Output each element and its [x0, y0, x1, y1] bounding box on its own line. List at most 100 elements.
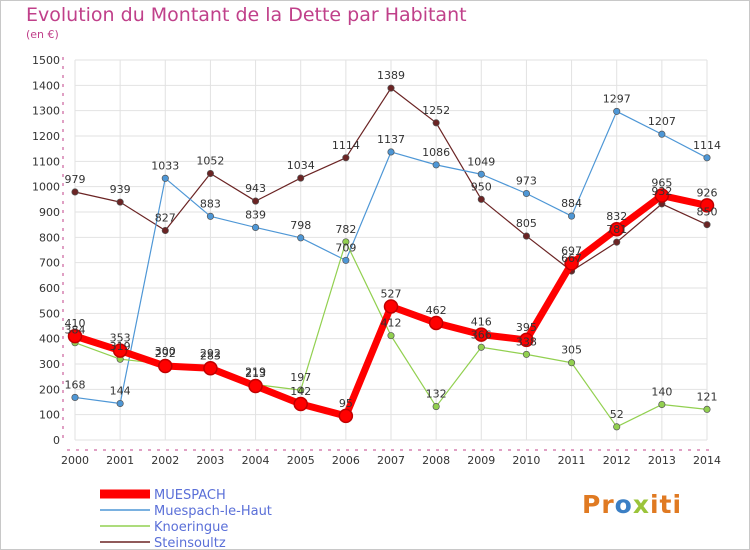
- data-point: [654, 188, 670, 203]
- data-label: 782: [335, 223, 356, 236]
- data-label: 213: [245, 367, 266, 380]
- data-point: [297, 234, 305, 242]
- data-label: 95: [339, 397, 353, 410]
- data-label: 1207: [648, 115, 676, 128]
- legend-label: Knoeringue: [154, 520, 228, 535]
- data-point: [161, 226, 169, 235]
- data-point: [658, 130, 666, 138]
- x-tick-label: 2007: [377, 454, 405, 467]
- data-point: [477, 170, 485, 178]
- data-point: [522, 189, 530, 198]
- x-tick-label: 2009: [467, 454, 495, 467]
- data-point: [342, 256, 350, 264]
- data-label: 1049: [467, 155, 495, 168]
- data-point: [158, 358, 173, 374]
- data-point: [519, 332, 534, 348]
- data-label: 1252: [422, 104, 450, 117]
- data-label: 1137: [377, 133, 405, 146]
- logo-part-3: x: [632, 490, 650, 519]
- chart-title: Evolution du Montant de la Dette par Hab…: [26, 4, 467, 26]
- data-label: 144: [110, 385, 131, 398]
- x-tick-label: 2008: [422, 454, 450, 467]
- data-point: [564, 256, 579, 271]
- data-point: [428, 315, 444, 331]
- data-label: 410: [65, 317, 86, 330]
- data-point: [252, 197, 260, 205]
- data-label: 939: [110, 183, 131, 196]
- data-label: 1052: [196, 154, 224, 167]
- data-point: [116, 399, 124, 408]
- y-tick-label: 600: [39, 282, 60, 295]
- data-point: [71, 188, 79, 196]
- data-point: [609, 221, 624, 237]
- series-layer: [67, 84, 715, 431]
- data-point: [522, 350, 530, 358]
- data-point: [338, 408, 354, 424]
- data-label: 52: [610, 408, 624, 421]
- logo-part-1: Pr: [582, 490, 615, 519]
- data-point: [387, 148, 395, 156]
- x-tick-label: 2012: [603, 454, 631, 467]
- data-label: 121: [697, 390, 718, 403]
- data-point: [297, 386, 305, 394]
- data-point: [432, 161, 440, 169]
- data-label: 932: [651, 185, 672, 198]
- data-point: [432, 403, 440, 411]
- x-tick-label: 2006: [332, 454, 360, 467]
- data-label: 395: [516, 321, 537, 334]
- x-tick-label: 2010: [512, 454, 540, 467]
- data-label: 1389: [377, 69, 405, 82]
- data-label: 973: [516, 175, 537, 188]
- data-label: 965: [651, 177, 672, 190]
- x-tick-label: 2002: [151, 454, 179, 467]
- data-point: [613, 238, 621, 246]
- y-tick-label: 800: [39, 231, 60, 244]
- x-tick-label: 2000: [61, 454, 89, 467]
- data-point: [342, 238, 350, 246]
- data-label: 883: [200, 197, 221, 210]
- legend: MUESPACHMuespach-le-HautKnoeringueSteins…: [100, 488, 272, 550]
- data-point: [342, 154, 350, 162]
- data-label: 140: [651, 386, 672, 399]
- y-tick-label: 1500: [32, 54, 60, 67]
- data-label: 412: [381, 317, 402, 330]
- grid: [74, 59, 708, 441]
- data-point: [522, 232, 530, 240]
- data-label: 132: [426, 388, 447, 401]
- data-label: 798: [290, 219, 311, 232]
- data-point: [161, 174, 169, 182]
- data-point: [116, 198, 124, 206]
- data-label: 1114: [693, 139, 721, 152]
- data-point: [387, 84, 395, 92]
- data-label: 197: [290, 371, 311, 384]
- data-point: [703, 405, 711, 413]
- data-label: 292: [155, 347, 176, 360]
- data-point: [568, 212, 576, 220]
- y-tick-label: 300: [39, 358, 60, 371]
- y-tick-label: 200: [39, 383, 60, 396]
- y-tick-label: 900: [39, 206, 60, 219]
- y-tick-label: 0: [53, 434, 60, 447]
- data-label: 416: [471, 316, 492, 329]
- y-tick-label: 1200: [32, 130, 60, 143]
- data-label: 950: [471, 180, 492, 193]
- y-tick-label: 1100: [32, 155, 60, 168]
- data-label: 319: [110, 340, 131, 353]
- y-tick-label: 1400: [32, 79, 60, 92]
- data-label: 168: [65, 378, 86, 391]
- y-tick-label: 1300: [32, 105, 60, 118]
- data-point: [477, 343, 485, 351]
- data-label: 832: [606, 210, 627, 223]
- x-tick-label: 2013: [648, 454, 676, 467]
- data-point: [112, 343, 128, 358]
- data-label: 850: [697, 206, 718, 219]
- data-label: 709: [335, 241, 356, 254]
- x-tick-label: 2004: [242, 454, 270, 467]
- data-label: 353: [110, 332, 131, 345]
- data-point: [699, 198, 715, 213]
- data-point: [474, 327, 489, 342]
- data-point: [297, 174, 305, 182]
- data-label: 805: [516, 217, 537, 230]
- x-tick-label: 2003: [196, 454, 224, 467]
